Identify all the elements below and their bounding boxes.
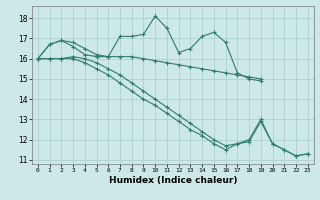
X-axis label: Humidex (Indice chaleur): Humidex (Indice chaleur)	[108, 176, 237, 185]
